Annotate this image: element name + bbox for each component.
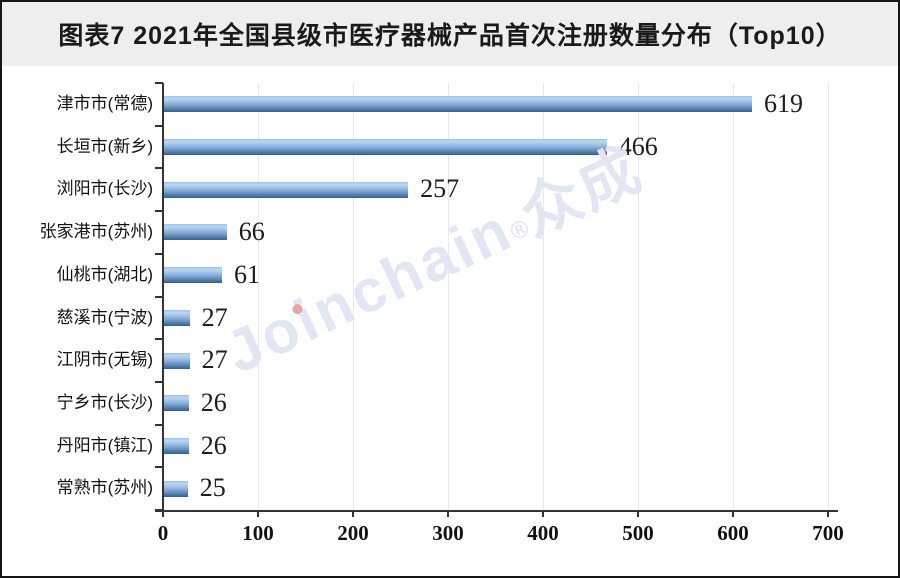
- category-label: 江阴市(无锡): [56, 350, 153, 370]
- value-label: 257: [420, 174, 460, 204]
- bar: [164, 480, 188, 497]
- value-label: 66: [238, 217, 265, 247]
- gridline: [543, 83, 544, 510]
- x-axis-tick: [447, 510, 449, 517]
- x-axis-tick-label: 0: [157, 521, 169, 545]
- category-label: 慈溪市(宁波): [56, 307, 153, 327]
- bar: [164, 96, 753, 113]
- gridline: [733, 83, 734, 510]
- category-label: 宁乡市(长沙): [56, 392, 153, 412]
- category-label: 长垣市(新乡): [56, 136, 153, 156]
- value-label: 466: [618, 131, 658, 161]
- value-label: 619: [764, 89, 804, 118]
- y-axis-tick: [155, 167, 163, 170]
- bar: [164, 267, 222, 284]
- y-axis-tick: [155, 82, 163, 84]
- x-axis-tick-label: 600: [717, 521, 749, 545]
- x-axis-tick-label: 200: [337, 521, 369, 545]
- bar: [164, 139, 607, 156]
- bar: [164, 181, 409, 198]
- bar: [164, 309, 190, 326]
- x-axis-tick-label: 500: [622, 521, 654, 545]
- bar: [164, 437, 189, 454]
- category-label: 仙桃市(湖北): [56, 264, 153, 284]
- y-axis-tick: [155, 124, 163, 127]
- value-label: 26: [200, 430, 227, 460]
- bar: [164, 352, 190, 369]
- bar: [164, 224, 227, 241]
- value-label: 27: [201, 345, 228, 375]
- gridline: [828, 83, 829, 510]
- x-axis-line: [155, 510, 838, 512]
- category-label: 津市市(常德): [56, 94, 153, 113]
- gridline: [448, 83, 449, 510]
- value-label: 61: [233, 259, 260, 289]
- chart-title: 图表7 2021年全国县级市医疗器械产品首次注册数量分布（Top10）: [58, 22, 842, 50]
- category-label: 浏阳市(长沙): [56, 179, 153, 199]
- y-axis-tick: [155, 423, 163, 426]
- y-axis-tick: [155, 252, 163, 255]
- x-axis-tick-label: 300: [432, 521, 464, 545]
- y-axis-tick: [155, 380, 163, 383]
- x-axis-tick: [827, 510, 829, 517]
- x-axis-tick-label: 100: [242, 521, 274, 545]
- gridline: [353, 83, 354, 510]
- y-axis-tick: [155, 295, 163, 298]
- gridline: [638, 83, 639, 510]
- x-axis-tick-label: 700: [812, 521, 844, 545]
- y-axis-tick: [155, 338, 163, 341]
- gridline: [258, 83, 259, 510]
- x-axis-tick: [542, 510, 544, 517]
- x-axis-tick: [257, 510, 259, 517]
- x-axis-tick-label: 400: [527, 521, 559, 545]
- y-axis-tick: [155, 210, 163, 213]
- category-label: 丹阳市(镇江): [56, 435, 153, 455]
- bar: [164, 395, 189, 412]
- value-label: 26: [200, 387, 227, 417]
- y-axis-line: [162, 83, 164, 517]
- x-axis-tick: [637, 510, 639, 517]
- x-axis-tick: [352, 510, 354, 517]
- category-label: 常熟市(苏州): [56, 478, 153, 498]
- category-label: 张家港市(苏州): [39, 222, 153, 242]
- chart-title-band: 图表7 2021年全国县级市医疗器械产品首次注册数量分布（Top10）: [2, 2, 898, 66]
- value-label: 25: [199, 473, 226, 503]
- x-axis-tick: [732, 510, 734, 517]
- value-label: 27: [201, 302, 228, 332]
- y-axis-tick: [155, 466, 163, 469]
